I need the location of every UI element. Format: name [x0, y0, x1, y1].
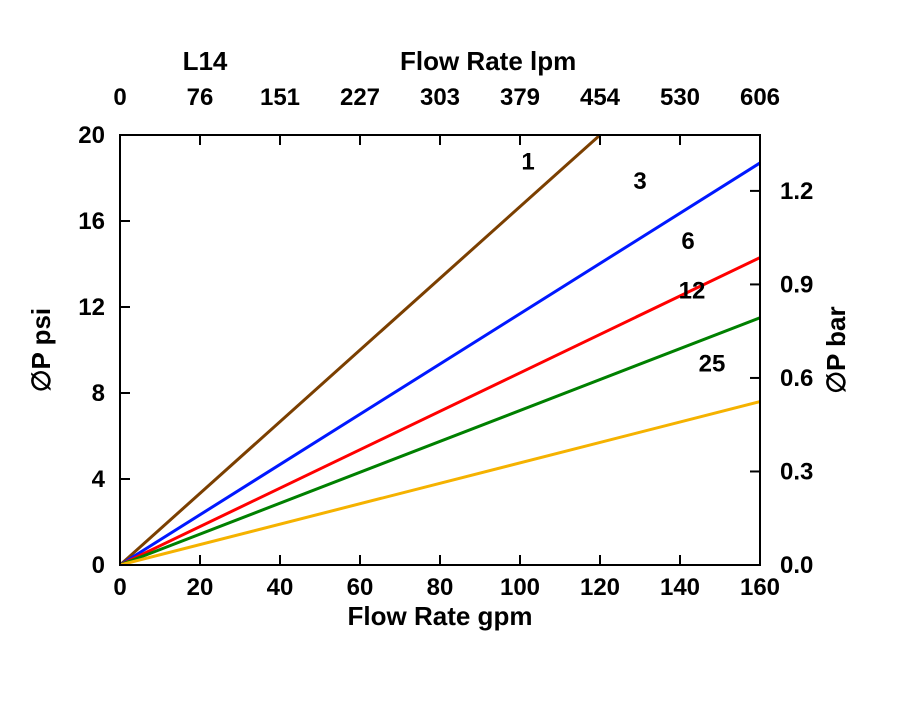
bottom-tick-label: 100 [500, 574, 540, 601]
right-tick-label: 0.6 [780, 365, 813, 392]
bottom-tick-label: 80 [427, 574, 454, 601]
top-tick-label: 530 [660, 84, 700, 111]
top-tick-label: 151 [260, 84, 300, 111]
top-tick-label: 454 [580, 84, 621, 111]
right-tick-label: 0.9 [780, 271, 813, 298]
top-axis-title: Flow Rate lpm [400, 46, 576, 76]
top-tick-label: 76 [187, 84, 214, 111]
series-label-6: 6 [681, 228, 694, 255]
top-tick-label: 303 [420, 84, 460, 111]
chart-container: 1361225020406080100120140160Flow Rate gp… [0, 0, 908, 702]
chart-svg: 1361225020406080100120140160Flow Rate gp… [0, 0, 908, 702]
left-tick-label: 12 [78, 294, 105, 321]
bottom-tick-label: 120 [580, 574, 620, 601]
top-tick-label: 379 [500, 84, 540, 111]
right-axis-title: ∅P bar [821, 306, 851, 393]
right-tick-label: 1.2 [780, 178, 813, 205]
bottom-tick-label: 40 [267, 574, 294, 601]
top-tick-label: 227 [340, 84, 380, 111]
bottom-tick-label: 160 [740, 574, 780, 601]
left-axis-title: ∅P psi [26, 308, 56, 392]
left-tick-label: 0 [92, 552, 105, 579]
series-label-25: 25 [699, 351, 726, 378]
right-tick-label: 0.3 [780, 458, 813, 485]
left-tick-label: 20 [78, 122, 105, 149]
bottom-tick-label: 0 [113, 574, 126, 601]
left-tick-label: 8 [92, 380, 105, 407]
left-tick-label: 16 [78, 208, 105, 235]
series-label-12: 12 [679, 277, 706, 304]
right-tick-label: 0.0 [780, 552, 813, 579]
top-tick-label: 606 [740, 84, 780, 111]
series-label-3: 3 [633, 168, 646, 195]
bottom-axis-title: Flow Rate gpm [348, 601, 533, 631]
left-tick-label: 4 [92, 466, 106, 493]
series-label-1: 1 [521, 148, 534, 175]
top-tick-label: 0 [113, 84, 126, 111]
bottom-tick-label: 140 [660, 574, 700, 601]
model-label: L14 [183, 46, 228, 76]
bottom-tick-label: 60 [347, 574, 374, 601]
bottom-tick-label: 20 [187, 574, 214, 601]
